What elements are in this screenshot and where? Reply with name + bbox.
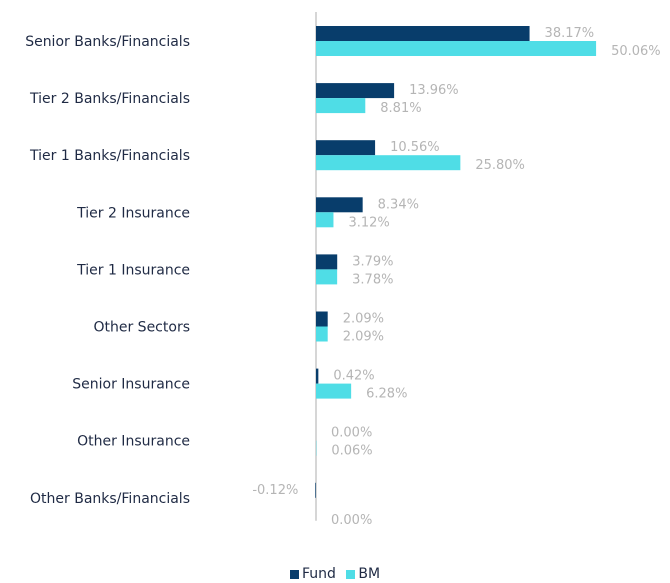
bar-bm-tier-1-banks-financials <box>316 155 460 170</box>
bar-fund-tier-1-banks-financials <box>316 140 375 155</box>
data-label-bm-tier-1-insurance: 3.78% <box>352 272 393 287</box>
bar-fund-tier-2-insurance <box>316 197 363 212</box>
category-label-tier-1-insurance: Tier 1 Insurance <box>76 262 190 278</box>
bar-fund-tier-1-insurance <box>316 254 337 269</box>
category-label-tier-2-insurance: Tier 2 Insurance <box>76 205 190 221</box>
bar-fund-other-banks-financials <box>315 483 316 498</box>
legend-label-bm: BM <box>358 566 380 582</box>
category-label-senior-insurance: Senior Insurance <box>72 377 190 393</box>
bar-bm-senior-insurance <box>316 384 351 399</box>
legend-item-fund: Fund <box>290 566 336 582</box>
chart-legend: Fund BM <box>0 566 670 583</box>
data-label-fund-senior-banks-financials: 38.17% <box>545 26 595 41</box>
data-label-bm-tier-2-banks-financials: 8.81% <box>380 101 421 116</box>
category-label-other-insurance: Other Insurance <box>77 434 190 450</box>
category-label-senior-banks-financials: Senior Banks/Financials <box>25 34 190 50</box>
data-label-fund-tier-1-insurance: 3.79% <box>352 254 393 269</box>
category-label-other-sectors: Other Sectors <box>93 320 190 336</box>
data-label-bm-tier-2-insurance: 3.12% <box>348 215 389 230</box>
data-label-fund-other-banks-financials: -0.12% <box>252 483 298 498</box>
legend-swatch-bm <box>346 570 355 579</box>
bar-fund-senior-insurance <box>316 369 318 384</box>
data-label-bm-senior-banks-financials: 50.06% <box>611 44 661 59</box>
bar-bm-tier-2-insurance <box>316 212 333 227</box>
data-label-fund-other-insurance: 0.00% <box>331 426 372 441</box>
category-label-tier-2-banks-financials: Tier 2 Banks/Financials <box>29 91 190 107</box>
bar-bm-senior-banks-financials <box>316 41 596 56</box>
category-label-other-banks-financials: Other Banks/Financials <box>30 491 190 507</box>
bar-bm-other-sectors <box>316 327 328 342</box>
bar-fund-senior-banks-financials <box>316 26 530 41</box>
data-label-fund-tier-2-banks-financials: 13.96% <box>409 83 459 98</box>
bar-fund-tier-2-banks-financials <box>316 83 394 98</box>
bar-bm-tier-2-banks-financials <box>316 98 365 113</box>
data-label-fund-other-sectors: 2.09% <box>343 312 384 327</box>
data-label-bm-other-banks-financials: 0.00% <box>331 513 372 528</box>
sector-bar-chart: Senior Banks/Financials 38.17% 50.06% Tier … <box>0 0 670 560</box>
data-label-fund-tier-1-banks-financials: 10.56% <box>390 140 440 155</box>
legend-label-fund: Fund <box>302 566 336 582</box>
data-label-bm-senior-insurance: 6.28% <box>366 387 407 402</box>
data-label-fund-tier-2-insurance: 8.34% <box>378 197 419 212</box>
bar-bm-tier-1-insurance <box>316 269 337 284</box>
category-label-tier-1-banks-financials: Tier 1 Banks/Financials <box>29 148 190 164</box>
legend-swatch-fund <box>290 570 299 579</box>
bar-fund-other-sectors <box>316 312 328 327</box>
data-label-bm-other-sectors: 2.09% <box>343 330 384 345</box>
data-label-bm-tier-1-banks-financials: 25.80% <box>475 158 525 173</box>
data-label-bm-other-insurance: 0.06% <box>331 444 372 459</box>
data-label-fund-senior-insurance: 0.42% <box>333 369 374 384</box>
legend-item-bm: BM <box>346 566 380 582</box>
